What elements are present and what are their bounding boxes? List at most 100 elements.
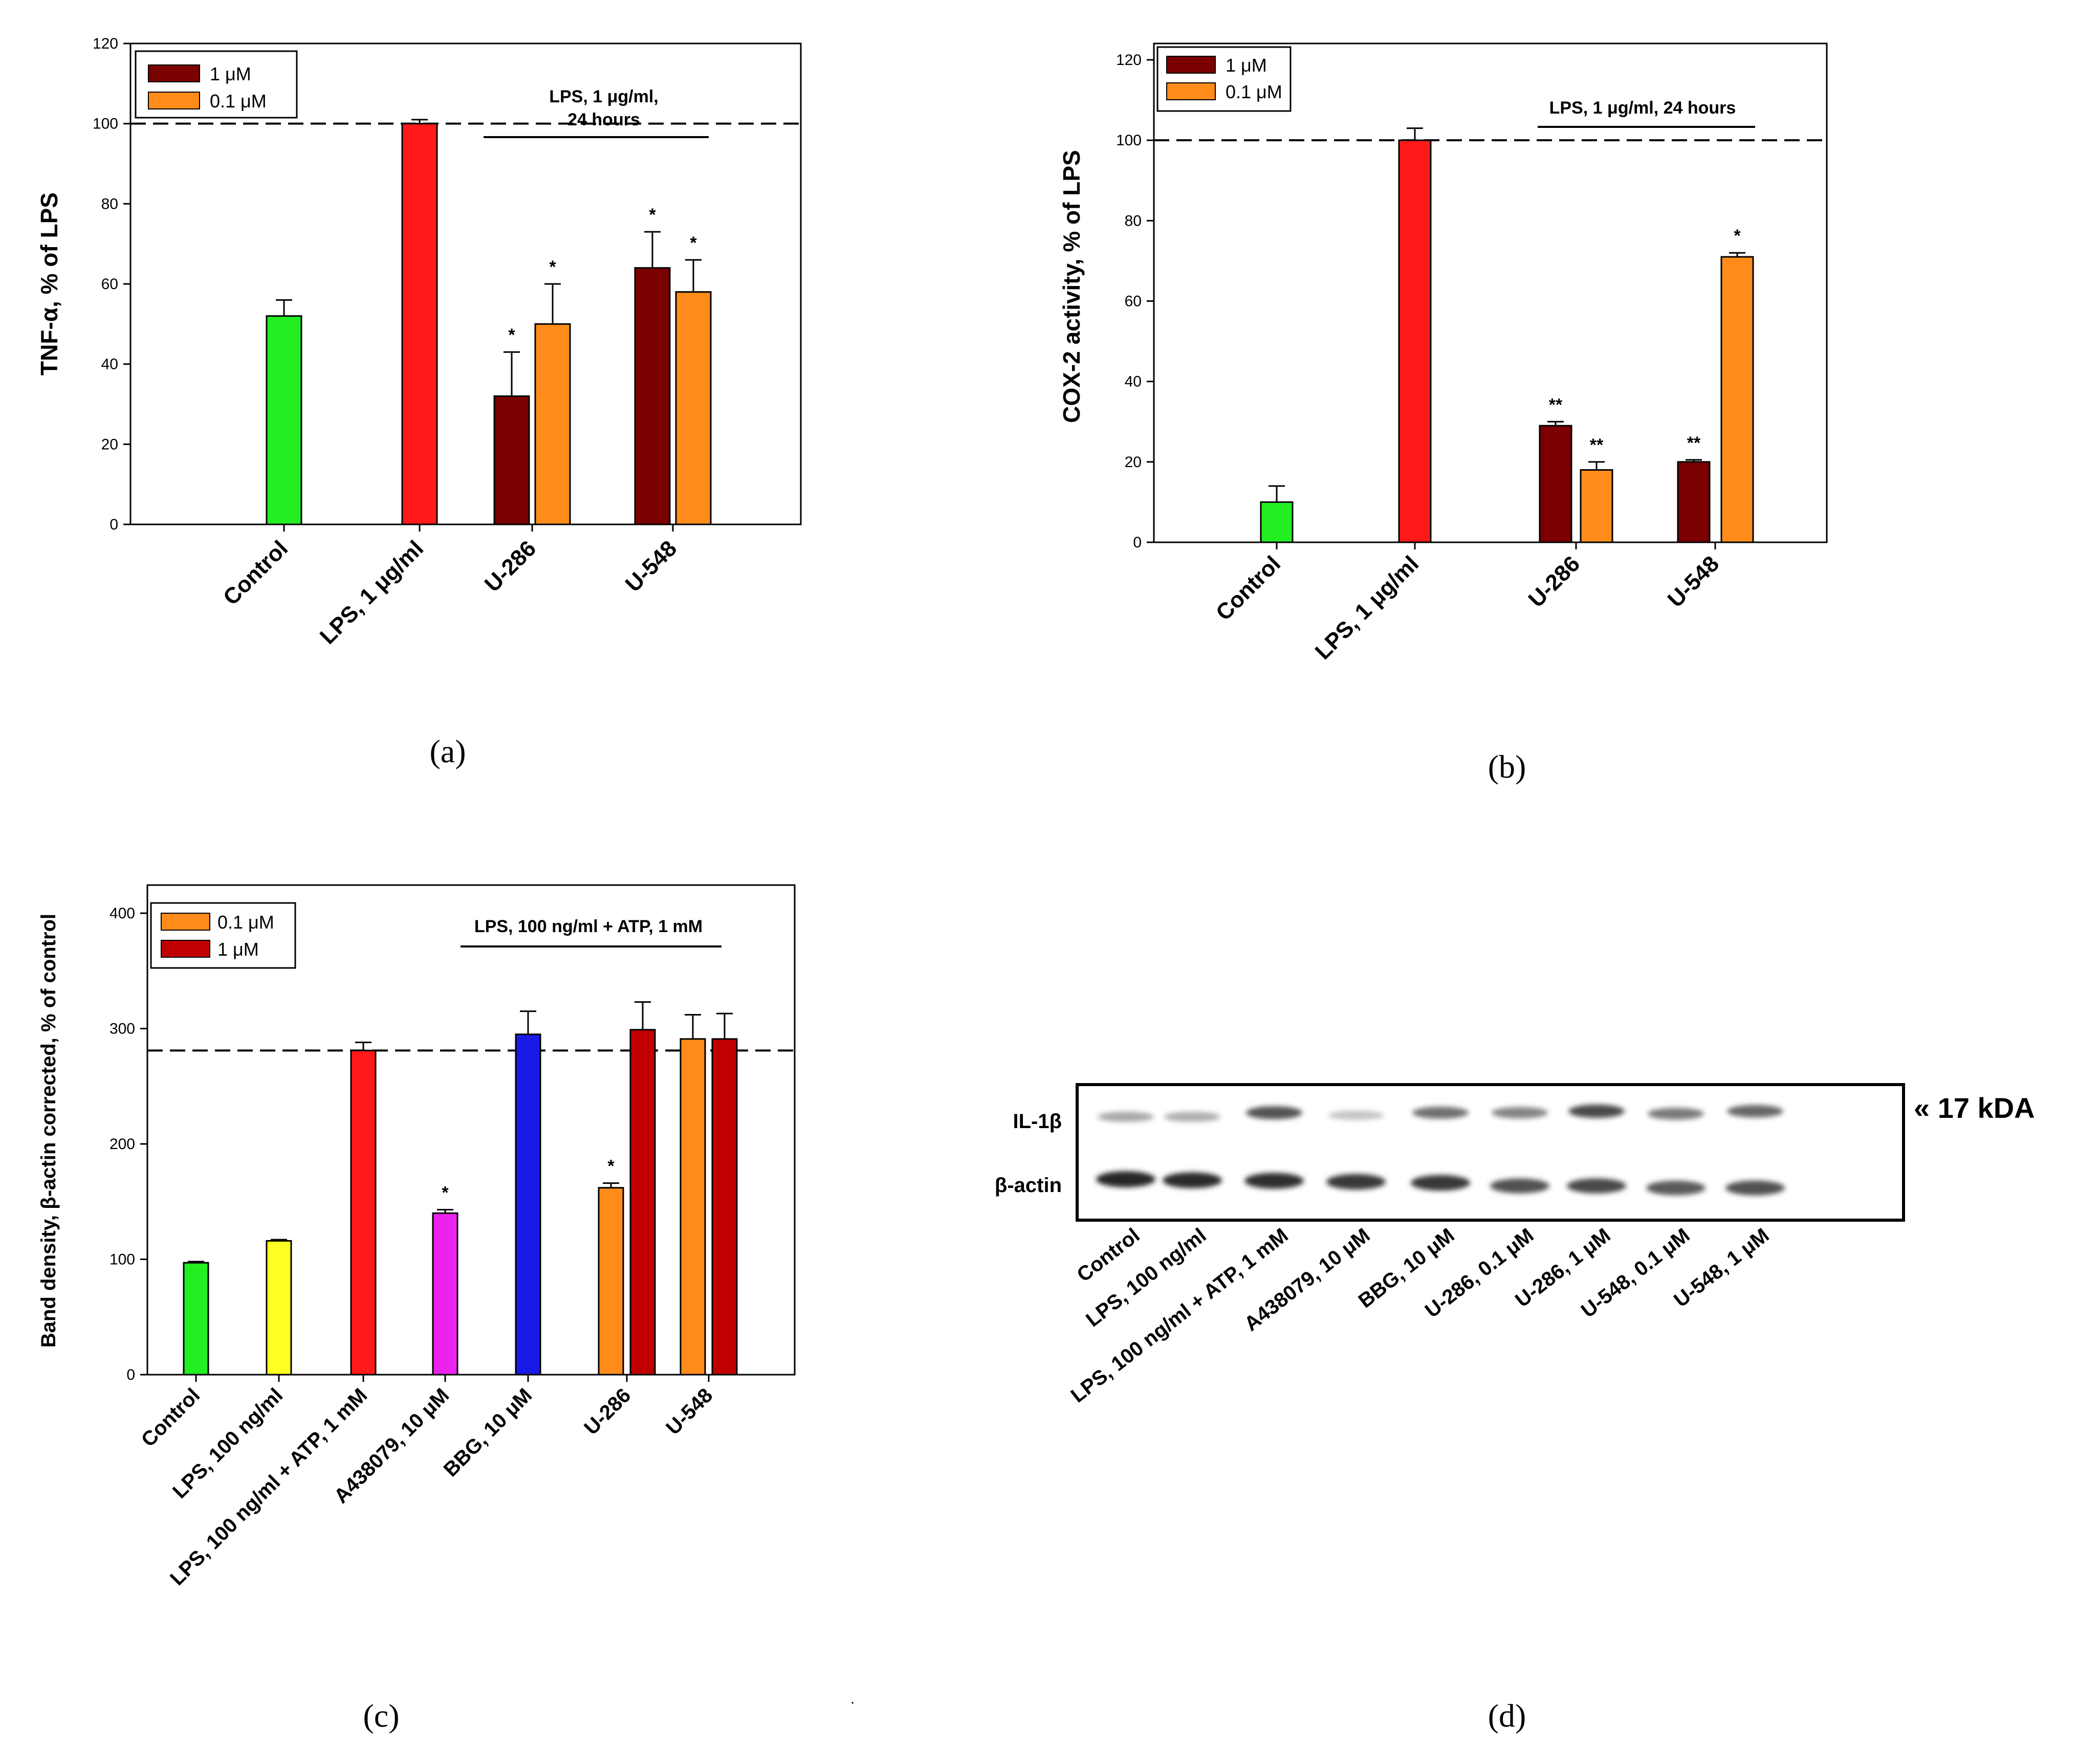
chart-a-annotation-line2: 24 hours [567,110,640,129]
chart-a-y-tick-label-80: 80 [101,195,118,212]
chart-b-y-tick-label-120: 120 [1116,52,1142,69]
blot-band-il1b-u-286-0-1-m [1492,1107,1548,1119]
chart-a-y-tick-label-120: 120 [93,35,118,52]
chart-c-legend-label-01um: 0.1 μM [217,912,274,933]
chart-c-bar-lps-100-ng-ml-atp-1-mm [350,1049,377,1376]
chart-c-bars: ** [183,1001,738,1376]
chart-a-y-tick-label-20: 20 [101,436,118,453]
panel-a-label: (a) [429,733,466,769]
blot-molecular-weight-marker: « 17 kDA [1914,1092,2035,1124]
blot-band-actin-u-548-0-1-m [1646,1180,1706,1196]
chart-b-bar-lps-1-g-ml [1398,139,1432,543]
chart-b-bar-u-548-1-m-significance: ** [1687,433,1701,453]
blot-row-label-actin: β-actin [995,1174,1062,1197]
chart-c-bar-control [183,1262,209,1376]
blot-frame [1076,1083,1905,1222]
blot-band-il1b-control [1098,1111,1154,1122]
chart-b-bar-u-286-1-m [1539,425,1572,543]
chart-a-y-axis: 0 20 40 60 80 100 120 [93,35,130,533]
chart-c-bar-a438079-10-m-significance: * [442,1183,449,1203]
chart-b-y-axis: 0 20 40 60 80 100 120 [1116,52,1154,551]
chart-c-bar-u-548-0-1-m [680,1038,706,1376]
chart-c-bar-a438079-10-m [432,1212,458,1376]
chart-c-plot-frame [146,884,796,1376]
chart-c-bar-u-286-1-m [629,1029,656,1376]
chart-a-y-axis-label: TNF-α, % of LPS [36,192,62,376]
chart-a-bar-u-548-0-1-m [675,291,712,525]
panel-c-label: (c) [363,1697,399,1734]
chart-b-annotation: LPS, 1 μg/ml, 24 hours [1549,98,1736,118]
chart-b-bar-u-286-1-m-significance: ** [1549,395,1563,414]
chart-c-y-tick-label-400: 400 [110,905,135,922]
chart-b-legend-label-1um: 1 μM [1226,55,1267,76]
chart-c-bar-u-286-0-1-m [598,1187,624,1376]
chart-c-y-tick-label-300: 300 [110,1021,135,1038]
blot-band-actin-u-286-1-m [1567,1178,1626,1194]
chart-a-legend-swatch-1um [148,64,200,82]
chart-a-bar-u-286-0-1-m [534,323,571,525]
chart-a-bar-u-286-1-m [493,395,530,525]
chart-a-bar-u-548-1-m-significance: * [649,205,656,225]
chart-a-bar-u-548-1-m [634,267,671,525]
blot-band-actin-control [1096,1171,1155,1187]
chart-b-y-tick-label-100: 100 [1116,132,1142,149]
chart-c-bar-bbg-10-m [515,1033,541,1376]
chart-a-y-tick-label-100: 100 [93,116,118,133]
chart-c-annotation: LPS, 100 ng/ml + ATP, 1 mM [474,917,703,936]
chart-a-legend: 1 μM 0.1 μM [135,50,298,119]
blot-band-il1b-lps-100-ng-ml-atp-1-mm [1246,1106,1302,1119]
blot-band-actin-u-286-0-1-m [1490,1178,1549,1194]
blot-band-il1b-u-548-0-1-m [1648,1108,1704,1120]
stray-dot: . [850,1690,855,1707]
chart-b-y-tick-label-20: 20 [1125,454,1142,471]
chart-c-legend: 0.1 μM 1 μM [150,902,296,969]
chart-a-annotation-line1: LPS, 1 μg/ml, [549,87,659,106]
chart-c-legend-label-1um: 1 μM [217,939,259,960]
chart-a-y-tick-label-0: 0 [110,516,118,533]
chart-b-legend-swatch-1um [1166,56,1216,74]
chart-b-plot-frame [1153,42,1828,543]
blot-band-actin-u-548-1-m [1725,1180,1785,1196]
chart-b-y-tick-label-80: 80 [1125,212,1142,229]
chart-b-y-tick-label-60: 60 [1125,293,1142,310]
chart-a-legend-label-01um: 0.1 μM [210,91,267,112]
chart-a-legend-swatch-01um [148,92,200,109]
blot-band-il1b-u-548-1-m [1727,1105,1783,1118]
chart-b-y-tick-label-0: 0 [1133,534,1142,551]
blot-band-il1b-a438079-10-m [1328,1110,1384,1120]
chart-a-legend-label-1um: 1 μM [210,63,251,84]
blot-band-actin-a438079-10-m [1326,1174,1386,1190]
blot-bands [1096,1104,1785,1196]
blot-band-il1b-u-286-1-m [1568,1104,1625,1118]
panel-b-label: (b) [1488,748,1526,785]
blot-row-label-il1b: IL-1β [1013,1110,1062,1133]
chart-a-y-tick-label-40: 40 [101,356,118,373]
chart-c-legend-swatch-1um [161,940,210,958]
chart-a-y-tick-label-60: 60 [101,276,118,293]
chart-c-bar-u-548-1-m [711,1038,738,1376]
chart-a-bar-lps-1-g-ml [401,123,438,525]
chart-c-y-tick-label-100: 100 [110,1251,135,1268]
blot-band-il1b-lps-100-ng-ml [1164,1112,1220,1122]
chart-b-bar-u-286-0-1-m [1580,469,1613,543]
blot-band-il1b-bbg-10-m [1412,1107,1469,1119]
chart-b-bar-control [1260,501,1294,543]
chart-c-y-axis-label: Band density, β-actin corrected, % of co… [37,914,60,1348]
chart-c-y-axis: 0 100 200 300 400 [110,905,147,1383]
blot-band-actin-lps-100-ng-ml-atp-1-mm [1244,1173,1304,1189]
chart-b-legend-swatch-01um [1166,82,1216,100]
chart-b-legend: 1 μM 0.1 μM [1156,46,1292,112]
blot-band-actin-lps-100-ng-ml [1163,1172,1222,1188]
chart-b-bar-u-548-1-m [1677,461,1711,543]
chart-b-y-tick-label-40: 40 [1125,373,1142,390]
chart-b-bar-u-548-0-1-m-significance: * [1734,226,1741,246]
chart-b-bar-u-548-0-1-m [1720,256,1754,543]
chart-c-y-tick-label-0: 0 [126,1366,135,1383]
chart-a-bar-u-286-0-1-m-significance: * [549,257,556,277]
chart-c-legend-swatch-01um [161,913,210,931]
blot-band-actin-bbg-10-m [1411,1175,1470,1191]
panel-d-label: (d) [1488,1697,1526,1734]
